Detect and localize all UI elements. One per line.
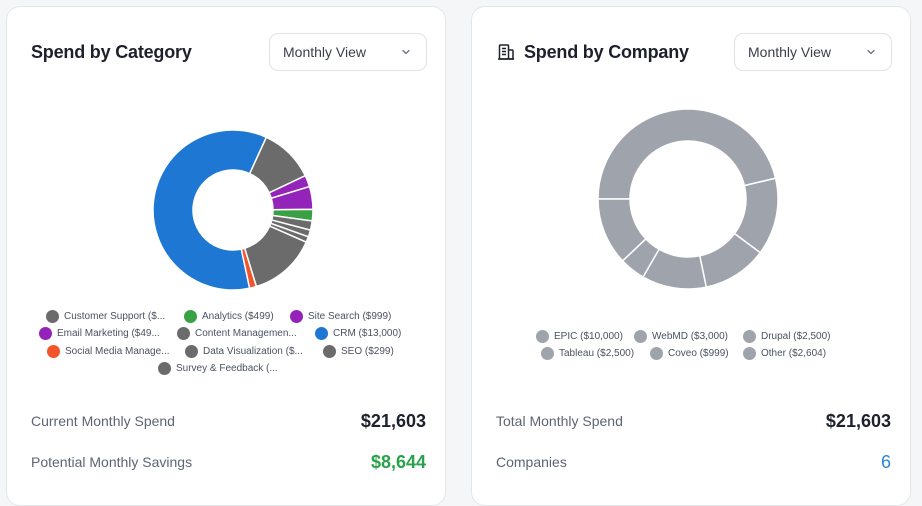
spend-by-company-card: Spend by Company Monthly View EPIC ($10,…: [471, 6, 911, 506]
legend-dot: [290, 310, 303, 323]
legend-dot: [650, 347, 663, 360]
category-title-wrap: Spend by Category: [31, 42, 192, 63]
legend-dot: [315, 327, 328, 340]
legend-label: Drupal ($2,500): [761, 331, 831, 342]
legend-dot: [743, 347, 756, 360]
legend-dot: [184, 310, 197, 323]
legend-label: Site Search ($999): [308, 311, 392, 322]
company-donut-chart[interactable]: [588, 99, 788, 299]
company-donut-svg: [597, 108, 779, 290]
legend-dot: [46, 310, 59, 323]
company-slice-0[interactable]: [597, 108, 777, 200]
chevron-down-icon: [402, 49, 410, 55]
company-view-select[interactable]: Monthly View: [734, 33, 892, 71]
legend-label: Analytics ($499): [202, 311, 274, 322]
potential-savings-label: Potential Monthly Savings: [31, 454, 193, 470]
legend-label: Customer Support ($...: [64, 311, 166, 322]
company-view-select-value: Monthly View: [748, 44, 832, 60]
legend-label: EPIC ($10,000): [554, 331, 623, 342]
category-view-select[interactable]: Monthly View: [269, 33, 427, 71]
legend-item-seo[interactable]: SEO ($299): [323, 345, 394, 358]
legend-item-email-marketing[interactable]: Email Marketing ($49...: [39, 327, 160, 340]
company-slice-5[interactable]: [597, 198, 647, 262]
legend-dot: [541, 347, 554, 360]
building-icon: [498, 44, 514, 60]
legend-item-crm[interactable]: CRM ($13,000): [315, 327, 401, 340]
legend-label: SEO ($299): [341, 346, 394, 357]
legend-label: Social Media Manage...: [65, 346, 170, 357]
potential-savings-value: $8,644: [370, 451, 426, 472]
category-slice-0[interactable]: [152, 129, 268, 291]
total-monthly-spend-value: $21,603: [825, 410, 891, 431]
legend-label: Content Managemen...: [195, 328, 297, 339]
total-monthly-spend-label: Total Monthly Spend: [496, 413, 623, 429]
legend-label: Email Marketing ($49...: [57, 328, 160, 339]
legend-item-epic[interactable]: EPIC ($10,000): [536, 330, 623, 343]
current-monthly-spend-row: Current Monthly Spend $21,603: [31, 409, 426, 433]
legend-item-coveo[interactable]: Coveo ($999): [650, 347, 729, 360]
legend-item-data-visualization[interactable]: Data Visualization ($...: [185, 345, 303, 358]
category-slice-9[interactable]: [240, 247, 258, 290]
total-monthly-spend-row: Total Monthly Spend $21,603: [496, 409, 891, 433]
legend-label: Data Visualization ($...: [203, 346, 303, 357]
chevron-down-icon: [867, 49, 875, 55]
spend-by-category-card: Spend by Category Monthly View Customer …: [6, 6, 446, 506]
legend-dot: [634, 330, 647, 343]
legend-item-social-media[interactable]: Social Media Manage...: [47, 345, 170, 358]
legend-label: Other ($2,604): [761, 348, 827, 359]
category-card-header: Spend by Category Monthly View: [31, 31, 427, 73]
legend-item-site-search[interactable]: Site Search ($999): [290, 310, 391, 323]
legend-item-other[interactable]: Other ($2,604): [743, 347, 826, 360]
companies-count-label: Companies: [496, 454, 567, 470]
company-card-header: Spend by Company Monthly View: [496, 31, 892, 73]
legend-label: WebMD ($3,000): [652, 331, 728, 342]
legend-item-tableau[interactable]: Tableau ($2,500): [541, 347, 634, 360]
legend-dot: [47, 345, 60, 358]
companies-count-value: 6: [880, 451, 891, 472]
legend-dot: [743, 330, 756, 343]
category-donut-svg: [152, 129, 314, 291]
legend-item-drupal[interactable]: Drupal ($2,500): [743, 330, 830, 343]
legend-label: Survey & Feedback (...: [176, 363, 278, 374]
category-donut-chart[interactable]: [133, 110, 333, 310]
legend-label: Tableau ($2,500): [559, 348, 635, 359]
company-card-title: Spend by Company: [524, 41, 689, 62]
legend-item-content-management[interactable]: Content Managemen...: [177, 327, 297, 340]
company-title-wrap: Spend by Company: [496, 42, 689, 63]
legend-dot: [185, 345, 198, 358]
legend-dot: [177, 327, 190, 340]
companies-count-row: Companies 6: [496, 450, 891, 474]
legend-dot: [39, 327, 52, 340]
legend-dot: [158, 362, 171, 375]
category-view-select-value: Monthly View: [283, 44, 367, 60]
legend-dot: [323, 345, 336, 358]
legend-item-analytics[interactable]: Analytics ($499): [184, 310, 274, 323]
legend-item-survey-feedback[interactable]: Survey & Feedback (...: [158, 362, 278, 375]
legend-label: CRM ($13,000): [333, 328, 402, 339]
legend-label: Coveo ($999): [668, 348, 729, 359]
current-monthly-spend-value: $21,603: [360, 410, 426, 431]
legend-dot: [536, 330, 549, 343]
legend-item-customer-support[interactable]: Customer Support ($...: [46, 310, 165, 323]
legend-item-webmd[interactable]: WebMD ($3,000): [634, 330, 728, 343]
category-card-title: Spend by Category: [31, 41, 192, 62]
potential-savings-row: Potential Monthly Savings $8,644: [31, 450, 426, 474]
current-monthly-spend-label: Current Monthly Spend: [31, 413, 175, 429]
